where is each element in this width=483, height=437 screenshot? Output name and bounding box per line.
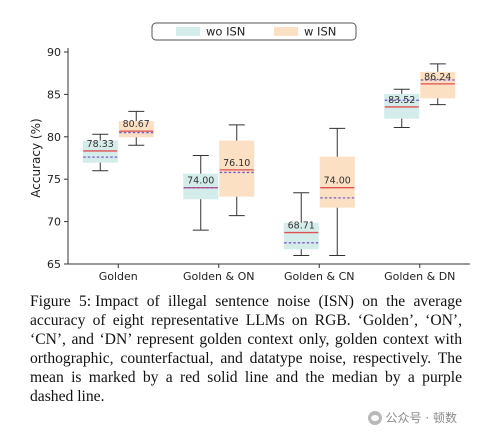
y-tick-label: 70: [47, 216, 61, 229]
box-wo-isn: 83.52: [384, 88, 420, 128]
mean-value-label: 68.71: [288, 221, 315, 232]
wechat-icon: [367, 410, 382, 425]
mean-value-label: 80.67: [123, 119, 150, 130]
box-body: [384, 93, 420, 119]
boxes: 78.33 74.00 68.71 83.52 80.67 76.10 74.00 86.24: [82, 63, 456, 257]
legend-swatch: [176, 27, 200, 36]
legend: wo ISN w ISN: [151, 22, 357, 41]
y-axis: 65 70 75 80 85 90: [47, 46, 470, 271]
mean-value-label: 74.00: [324, 176, 351, 187]
caption-text: Impact of illegal sentence noise (ISN) o…: [30, 293, 462, 405]
figure-caption: Figure 5: Impact of illegal sentence nois…: [30, 292, 462, 406]
x-tick-label: Golden & DN: [384, 270, 455, 283]
box-body: [118, 121, 154, 138]
box-body: [319, 156, 355, 208]
y-tick-label: 65: [47, 258, 61, 271]
caption-label: Figure 5:: [30, 293, 92, 310]
y-tick-label: 75: [47, 173, 61, 186]
box-plot-chart: wo ISN w ISN 65 70 75 80 85 90 Accuracy (%) 78…: [29, 22, 470, 283]
y-axis-label: Accuracy (%): [29, 118, 43, 197]
mean-value-label: 83.52: [388, 95, 415, 106]
x-tick-label: Golden & ON: [183, 270, 255, 283]
box-wo-isn: 74.00: [183, 154, 219, 231]
mean-value-label: 76.10: [223, 158, 250, 169]
legend-label: wo ISN: [206, 25, 245, 39]
legend-swatch: [274, 27, 298, 36]
box-w-isn: 74.00: [319, 127, 355, 257]
box-w-isn: 86.24: [420, 63, 456, 106]
box-body: [183, 173, 219, 200]
legend-frame: [151, 22, 357, 41]
x-axis: Golden Golden & ON Golden & CN Golden & DN: [99, 264, 455, 283]
box-body: [420, 71, 456, 99]
y-tick-label: 90: [47, 46, 61, 59]
watermark: 公众号 · 顿数: [367, 409, 457, 426]
mean-value-label: 78.33: [87, 139, 114, 150]
watermark-text: 公众号 · 顿数: [385, 411, 457, 425]
mean-value-label: 86.24: [424, 72, 451, 83]
box-wo-isn: 78.33: [82, 133, 118, 172]
legend-label: w ISN: [304, 25, 336, 39]
mean-value-label: 74.00: [187, 176, 214, 187]
box-body: [219, 140, 255, 197]
box-wo-isn: 68.71: [283, 192, 319, 257]
x-tick-label: Golden & CN: [284, 270, 355, 283]
box-w-isn: 76.10: [219, 124, 255, 217]
x-tick-label: Golden: [99, 270, 138, 283]
y-tick-label: 80: [47, 131, 61, 144]
box-body: [82, 140, 118, 163]
box-w-isn: 80.67: [118, 110, 154, 146]
box-body: [283, 222, 319, 250]
y-tick-label: 85: [47, 88, 61, 101]
